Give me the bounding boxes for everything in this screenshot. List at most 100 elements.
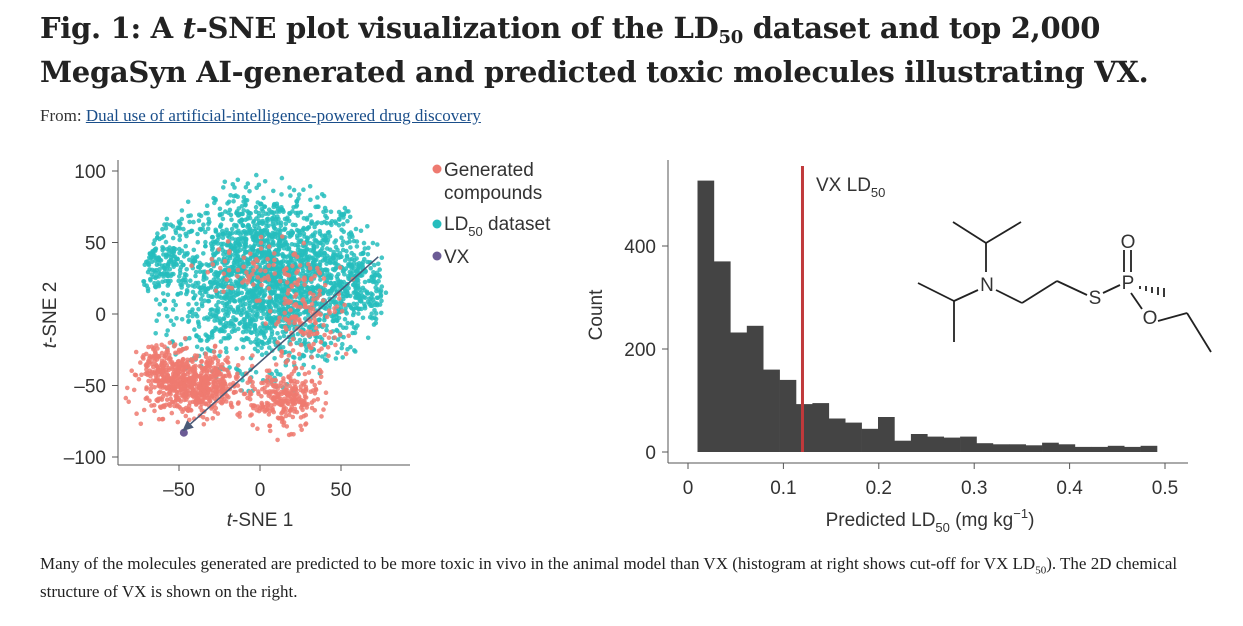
ld50-dataset-point	[295, 210, 301, 216]
ld50-dataset-point	[166, 273, 171, 279]
bond	[1056, 280, 1088, 296]
ld50-dataset-point	[214, 327, 220, 332]
ld50-dataset-point	[191, 247, 197, 253]
ld50-dataset-point	[262, 204, 268, 210]
ld50-dataset-point	[350, 269, 356, 274]
tsne-x-ticks: –50 0 50	[163, 465, 352, 501]
generated-compound-point	[166, 357, 172, 362]
generated-compound-point	[292, 406, 298, 412]
generated-compound-point	[317, 288, 323, 294]
generated-compound-point	[305, 401, 310, 407]
ld50-dataset-point	[369, 311, 375, 317]
ld50-dataset-point	[236, 206, 242, 211]
tsne-points	[123, 172, 389, 443]
generated-compound-point	[288, 307, 293, 313]
ld50-dataset-point	[163, 226, 169, 231]
generated-compound-point	[265, 256, 270, 262]
generated-compound-point	[266, 244, 272, 249]
generated-compound-point	[160, 369, 166, 375]
ld50-dataset-point	[247, 215, 253, 221]
ld50-dataset-point	[222, 179, 228, 185]
ld50-dataset-point	[232, 185, 237, 190]
source-article-link[interactable]: Dual use of artificial-intelligence-powe…	[85, 106, 481, 125]
tsne-y-tick-label: –50	[74, 377, 106, 398]
ld50-dataset-point	[190, 289, 196, 295]
generated-compound-point	[255, 426, 260, 432]
generated-compound-point	[134, 411, 139, 417]
ld50-dataset-point	[204, 262, 209, 267]
generated-compound-point	[265, 379, 270, 385]
generated-compound-point	[271, 409, 277, 415]
ld50-dataset-point	[251, 218, 257, 224]
generated-compound-point	[166, 402, 172, 407]
generated-compound-point	[250, 260, 256, 266]
ld50-dataset-point	[275, 242, 281, 248]
ld50-dataset-point	[383, 290, 389, 296]
bond	[995, 289, 1023, 304]
ld50-dataset-point	[238, 247, 243, 253]
generated-compound-point	[298, 329, 303, 334]
ld50-dataset-point	[280, 263, 286, 268]
ld50-dataset-point	[379, 310, 384, 316]
generated-compound-point	[317, 292, 322, 298]
generated-compound-point	[292, 314, 298, 320]
generated-compound-point	[221, 378, 227, 384]
ld50-dataset-point	[246, 223, 252, 229]
ld50-dataset-point	[192, 327, 197, 332]
generated-compound-point	[281, 406, 287, 412]
ld50-dataset-point	[245, 322, 250, 327]
generated-compound-point	[302, 304, 308, 310]
generated-compound-point	[292, 251, 298, 256]
generated-compound-point	[202, 395, 208, 401]
ld50-dataset-point	[232, 298, 237, 304]
generated-compound-point	[269, 378, 275, 383]
ld50-dataset-point	[237, 236, 243, 242]
ld50-dataset-point	[217, 353, 222, 359]
ld50-dataset-point	[282, 226, 288, 231]
bond	[952, 221, 987, 244]
generated-compound-point	[288, 341, 294, 347]
ld50-dataset-point	[205, 346, 210, 351]
ld50-dataset-point	[309, 219, 315, 224]
generated-compound-point	[248, 251, 253, 257]
ld50-dataset-point	[155, 280, 161, 285]
ld50-dataset-point	[210, 329, 215, 334]
generated-compound-point	[247, 377, 253, 383]
generated-compound-point	[339, 309, 345, 314]
vx-molecule-structure	[917, 221, 1212, 353]
ld50-dataset-point	[375, 242, 380, 247]
generated-compound-point	[244, 270, 249, 275]
ld50-dataset-point	[299, 286, 305, 291]
ld50-dataset-point	[197, 269, 203, 275]
generated-compound-point	[165, 375, 171, 381]
ld50-dataset-point	[232, 328, 238, 334]
generated-compound-point	[307, 305, 312, 310]
ld50-dataset-point	[206, 221, 211, 226]
ld50-dataset-point	[224, 293, 229, 299]
ld50-dataset-point	[270, 234, 276, 239]
generated-compound-point	[278, 396, 283, 402]
generated-compound-point	[154, 397, 159, 403]
ld50-dataset-point	[250, 309, 255, 314]
ld50-dataset-point	[170, 307, 176, 312]
ld50-dataset-point	[160, 279, 165, 285]
ld50-dataset-point	[277, 335, 283, 341]
generated-compound-point	[218, 349, 223, 355]
ld50-dataset-point	[185, 289, 190, 295]
generated-compound-point	[209, 360, 215, 366]
ld50-dataset-point	[190, 307, 195, 312]
ld50-dataset-point	[221, 316, 226, 321]
ld50-dataset-point	[164, 332, 169, 338]
ld50-dataset-point	[171, 298, 176, 304]
bond	[985, 221, 1022, 244]
ld50-dataset-point	[342, 272, 347, 277]
ld50-dataset-point	[353, 226, 359, 232]
ld50-dataset-point	[160, 291, 166, 296]
ld50-dataset-point	[351, 290, 357, 296]
ld50-dataset-point	[253, 317, 259, 323]
generated-compound-point	[285, 401, 290, 406]
ld50-dataset-point	[220, 328, 225, 334]
histogram-bars	[697, 180, 1158, 452]
generated-compound-point	[263, 268, 268, 274]
ld50-dataset-point	[323, 213, 328, 219]
